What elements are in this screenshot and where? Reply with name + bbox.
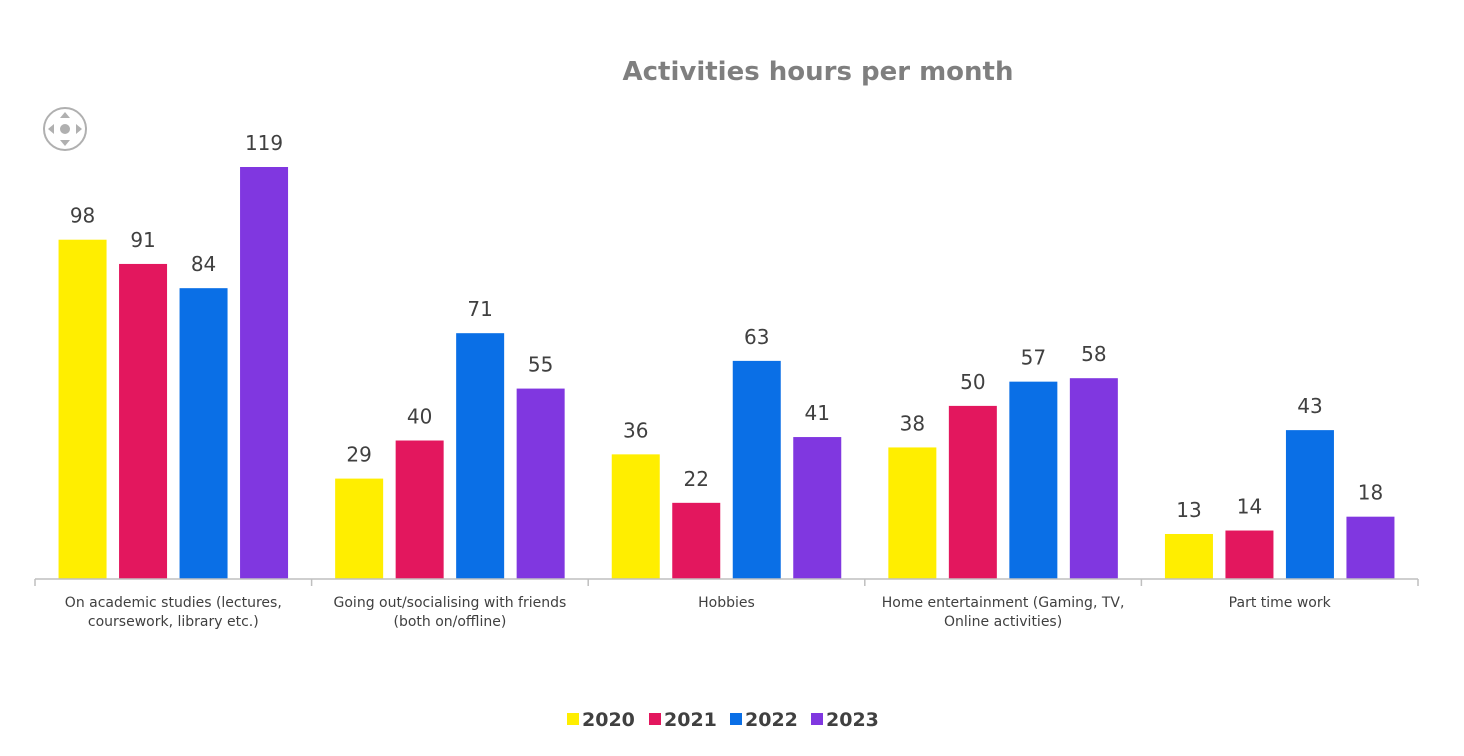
- bar-2023-cat-3: [1069, 378, 1118, 579]
- legend-swatch: [649, 713, 661, 725]
- bar-2020-cat-0: [58, 239, 107, 580]
- category-label: Hobbies: [698, 595, 755, 611]
- category-label: Part time work: [1229, 595, 1332, 611]
- data-label: 57: [1021, 346, 1046, 370]
- bar-2023-cat-0: [240, 167, 289, 579]
- legend-label: 2021: [664, 709, 717, 731]
- bar-2021-cat-2: [672, 502, 721, 579]
- bar-2021-cat-0: [119, 263, 168, 579]
- data-label: 22: [684, 467, 709, 491]
- category-label: On academic studies (lectures, coursework…: [65, 595, 282, 630]
- legend-swatch: [730, 713, 742, 725]
- category-label: Going out/socialising with friends (both …: [334, 595, 567, 630]
- legend-item-2023: 2023: [811, 709, 879, 731]
- data-label: 43: [1297, 394, 1322, 418]
- data-label: 14: [1237, 495, 1262, 519]
- bar-2023-cat-1: [516, 388, 565, 579]
- legend: 2020 2021 2022 2023: [567, 709, 879, 731]
- data-label: 91: [130, 228, 155, 252]
- bar-2022-cat-4: [1285, 430, 1334, 579]
- legend-swatch: [567, 713, 579, 725]
- legend-label: 2023: [826, 709, 879, 731]
- data-label: 41: [805, 401, 830, 425]
- data-label: 55: [528, 353, 553, 377]
- legend-item-2020: 2020: [567, 709, 635, 731]
- data-label: 84: [191, 252, 216, 276]
- data-label: 29: [346, 443, 371, 467]
- data-label: 58: [1081, 342, 1106, 366]
- bar-2023-cat-4: [1346, 516, 1395, 579]
- data-labels-layer: 98 91 84 119 29 40 71 55 36 22 63 41 38 50 57 58 13 14 43 1…: [70, 131, 1383, 522]
- legend-label: 2022: [745, 709, 798, 731]
- bar-2021-cat-3: [948, 405, 997, 579]
- bar-2020-cat-2: [611, 454, 660, 579]
- bar-2022-cat-3: [1009, 381, 1058, 579]
- bar-2021-cat-1: [395, 440, 444, 579]
- bar-2022-cat-1: [456, 333, 505, 579]
- data-label: 38: [900, 411, 925, 435]
- data-label: 18: [1358, 481, 1383, 505]
- legend-swatch: [811, 713, 823, 725]
- data-label: 13: [1176, 498, 1201, 522]
- move-handle-icon[interactable]: [43, 107, 87, 151]
- legend-label: 2020: [582, 709, 635, 731]
- category-labels-layer: On academic studies (lectures, coursework…: [65, 595, 1332, 630]
- bar-2022-cat-2: [732, 360, 781, 579]
- data-label: 98: [70, 204, 95, 228]
- legend-item-2022: 2022: [730, 709, 798, 731]
- data-label: 50: [960, 370, 985, 394]
- bar-2023-cat-2: [793, 437, 842, 579]
- data-label: 71: [467, 297, 492, 321]
- category-label: Home entertainment (Gaming, TV, Online ac…: [882, 595, 1125, 630]
- chart-title: Activities hours per month: [623, 57, 1014, 87]
- x-axis-ticks: [34, 579, 1419, 586]
- bar-2021-cat-4: [1225, 530, 1274, 579]
- data-label: 36: [623, 418, 648, 442]
- data-label: 119: [245, 131, 283, 155]
- legend-item-2021: 2021: [649, 709, 717, 731]
- bar-2022-cat-0: [179, 288, 228, 579]
- data-label: 63: [744, 325, 769, 349]
- bars-layer: [58, 167, 1395, 580]
- bar-2020-cat-1: [335, 478, 384, 579]
- bar-2020-cat-3: [888, 447, 937, 579]
- bar-2020-cat-4: [1164, 533, 1213, 579]
- data-label: 40: [407, 405, 432, 429]
